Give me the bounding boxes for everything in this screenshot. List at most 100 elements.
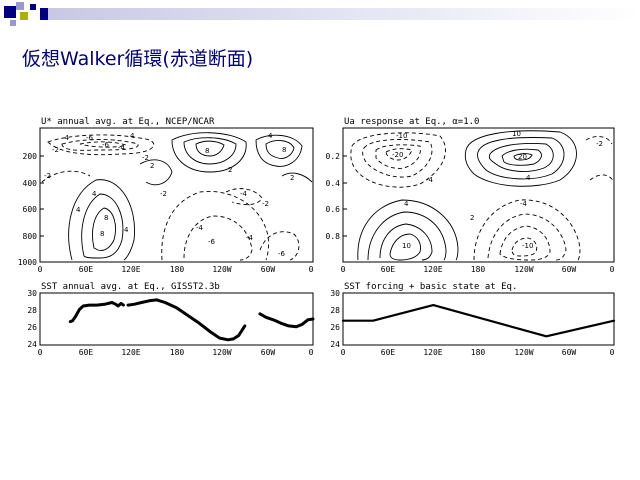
panel3-y-axis: 30 28 26 24 <box>27 289 37 349</box>
y-tick-label: 30 <box>330 289 340 298</box>
contour-label: -4 <box>196 224 204 232</box>
p1-neg-contour <box>259 231 300 261</box>
panel2-title: Ua response at Eq., α=1.0 <box>344 117 479 127</box>
contour-label: -6 <box>102 141 110 149</box>
contour-label: -6 <box>86 134 94 142</box>
x-tick-label: 0 <box>610 265 615 274</box>
contour-label: -2 <box>262 200 269 208</box>
p1-pos-contour <box>265 140 295 159</box>
x-tick-label: 180 <box>471 265 486 274</box>
x-tick-label: 60E <box>79 265 94 274</box>
x-tick-label: 0 <box>610 348 615 357</box>
panel2-y-axis: 0.2 0.4 0.6 0.8 <box>326 152 347 241</box>
p2-pos-contour <box>464 130 577 187</box>
y-tick-label: 400 <box>23 179 38 188</box>
panel1-title: U* annual avg. at Eq., NCEP/NCAR <box>41 117 215 127</box>
y-tick-label: 30 <box>27 289 37 298</box>
y-tick-label: 28 <box>27 306 37 315</box>
x-tick-label: 0 <box>309 265 314 274</box>
contour-label: 8 <box>282 146 286 154</box>
panel2-x-axis: 0 60E 120E 180 120W 60W 0 <box>341 265 615 274</box>
contour-label: -6 <box>278 250 286 258</box>
sst-series-line-0 <box>341 304 616 338</box>
y-tick-label: 0.4 <box>326 179 341 188</box>
p2-pos-contour <box>501 148 542 166</box>
p1-pos-contour <box>81 193 124 259</box>
panel4-title: SST forcing + basic state at Eq. <box>344 282 517 292</box>
x-tick-label: 0 <box>38 265 43 274</box>
p2-neg-contour <box>350 132 446 188</box>
p2-neg-contour <box>585 136 613 145</box>
contour-label: -4 <box>62 134 70 142</box>
y-tick-label: 28 <box>330 306 340 315</box>
slide-title: 仮想Walker循環(赤道断面) <box>22 48 254 70</box>
p1-pos-contour <box>139 159 173 186</box>
contour-label: 2 <box>470 214 474 222</box>
contour-label: 8 <box>205 147 209 155</box>
x-tick-label: 120W <box>514 348 533 357</box>
contour-label: -2 <box>52 146 59 154</box>
y-tick-label: 0.6 <box>326 205 341 214</box>
x-tick-label: 120E <box>121 348 140 357</box>
contour-label: 4 <box>76 206 81 214</box>
sst-series-line-0 <box>68 301 125 324</box>
x-tick-label: 60W <box>261 265 276 274</box>
contour-label: -2 <box>142 154 149 162</box>
x-tick-label: 60E <box>381 265 396 274</box>
p2-neg-contour <box>511 237 538 257</box>
p1-pos-contour <box>183 137 237 165</box>
x-tick-label: 120W <box>212 265 231 274</box>
p2-pos-contour <box>477 137 565 180</box>
x-tick-label: 60E <box>381 348 396 357</box>
contour-label: -2 <box>160 190 167 198</box>
x-tick-label: 0 <box>38 348 43 357</box>
x-tick-label: 120E <box>423 348 442 357</box>
x-tick-label: 180 <box>170 348 185 357</box>
panel4-x-axis: 0 60E 120E 180 120W 60W 0 <box>341 348 615 357</box>
contour-label: 10 <box>512 130 521 138</box>
contour-label: -2 <box>44 172 51 180</box>
title-decoration <box>4 2 640 26</box>
contour-label: -10 <box>396 132 407 140</box>
x-tick-label: 60W <box>562 265 577 274</box>
panel1-contours <box>41 132 313 261</box>
x-tick-label: 120W <box>212 348 231 357</box>
p2-neg-contour <box>589 174 615 183</box>
contour-label: 2 <box>228 166 232 174</box>
panel4-series <box>341 304 616 338</box>
p1-neg-contour <box>61 139 139 151</box>
contour-label: 4 <box>124 226 129 234</box>
contour-label: 4 <box>526 174 531 182</box>
contour-label: 4 <box>130 132 135 140</box>
contour-label: 2 <box>150 162 154 170</box>
deco-square-navy <box>4 6 16 18</box>
deco-square-navy-small <box>30 4 36 10</box>
panel1-y-axis: 200 400 600 800 1000 <box>18 152 44 267</box>
contour-label: -4 <box>426 176 434 184</box>
contour-label: 4 <box>268 132 273 140</box>
panel1-contour-labels: -2 -4 -6 4 -2 -4 -6 8 8 4 2 4 -2 -2 -4 -… <box>44 132 294 258</box>
p1-neg-contour <box>47 134 155 156</box>
deco-square-lavender-small <box>10 20 16 26</box>
panel2-contours <box>350 130 615 261</box>
y-tick-label: 0.2 <box>326 152 341 161</box>
contour-label: 8 <box>104 214 108 222</box>
x-tick-label: 60E <box>79 348 94 357</box>
p2-neg-contour <box>473 199 581 261</box>
p1-pos-contour <box>68 179 136 261</box>
panel1-x-axis: 0 60E 120E 180 120W 60W 0 <box>38 265 314 274</box>
x-tick-label: 0 <box>341 348 346 357</box>
contour-label: -20 <box>392 151 403 159</box>
panel4-frame <box>342 292 615 346</box>
y-tick-label: 0.8 <box>326 232 341 241</box>
deco-square-lavender <box>16 2 24 10</box>
p2-pos-contour <box>367 211 447 261</box>
x-tick-label: 120E <box>423 265 442 274</box>
y-tick-label: 200 <box>23 152 38 161</box>
contour-label: -6 <box>208 238 216 246</box>
contour-label: 8 <box>100 230 104 238</box>
contour-label: -4 <box>118 144 126 152</box>
contour-label: -10 <box>522 242 533 250</box>
sst-series-line-1 <box>126 298 247 342</box>
p1-neg-contour <box>161 191 269 261</box>
